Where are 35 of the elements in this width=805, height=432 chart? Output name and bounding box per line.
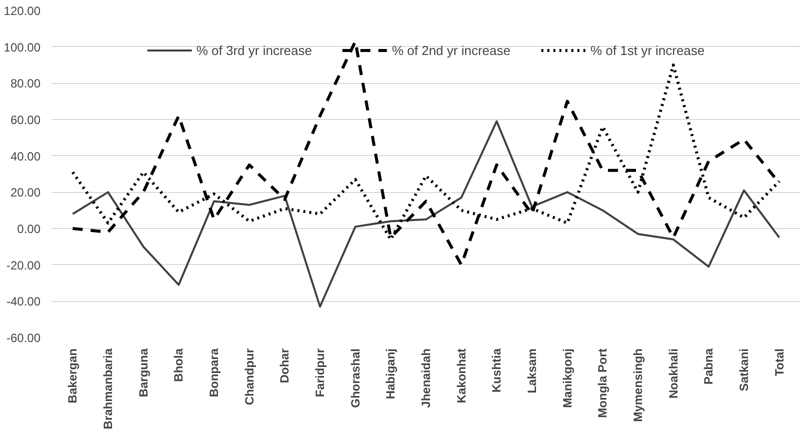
line-series [72, 120, 780, 308]
y-tick-label: 100.00 [4, 40, 41, 54]
x-tick-label: Bakergan [66, 348, 80, 404]
y-tick-label: 40.00 [10, 149, 41, 164]
x-tick-label: Kushtia [490, 348, 504, 393]
x-tick-label: Laksam [524, 348, 539, 394]
y-tick-label: 0.00 [17, 222, 41, 236]
x-tick-label: Mongla Port [596, 348, 610, 418]
y-tick-label: -60.00 [6, 331, 41, 345]
x-tick-label: Chandpur [242, 348, 256, 406]
x-tick-label: Manikgonj [560, 348, 574, 408]
legend-label: % of 1st yr increase [590, 42, 705, 58]
y-tick-label: 120.00 [4, 4, 41, 18]
y-tick-label: 60.00 [10, 113, 41, 127]
x-tick-label: Barguna [136, 348, 150, 398]
y-tick-label: 80.00 [10, 76, 41, 91]
x-tick-label: Jhenaidah [419, 348, 433, 408]
y-tick-label: -40.00 [6, 294, 41, 309]
legend-label: % of 2nd yr increase [392, 42, 510, 58]
legend-label: % of 3rd yr increase [196, 42, 312, 58]
x-tick-label: Habiganj [384, 348, 398, 400]
x-tick-label: Kakonhat [454, 348, 468, 404]
x-tick-label: Satkani [736, 348, 751, 392]
x-tick-label: Brahmanbaria [101, 348, 116, 430]
x-tick-label: Pabna [702, 348, 716, 385]
x-tick-label: Bonpara [207, 348, 222, 398]
x-tick-label: Bhola [172, 348, 186, 382]
x-tick-label: Noakhali [666, 348, 680, 399]
y-tick-label: 20.00 [10, 186, 41, 200]
x-tick-label: Total [772, 348, 786, 376]
x-tick-label: Dohar [278, 348, 292, 384]
y-tick-label: -20.00 [6, 258, 41, 272]
x-tick-label: Ghorashal [348, 348, 362, 408]
x-tick-label: Mymensingh [630, 348, 645, 422]
x-tick-label: Faridpur [313, 348, 328, 398]
